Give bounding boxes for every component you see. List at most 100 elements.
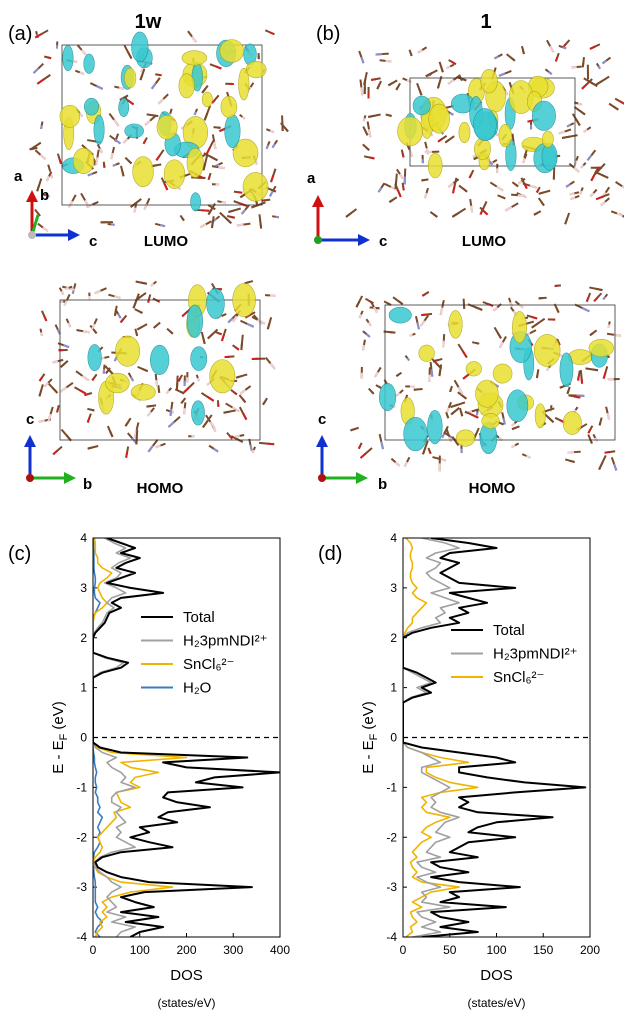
- bond: [43, 382, 49, 388]
- bond: [236, 438, 244, 443]
- bond: [139, 74, 144, 81]
- bond: [165, 389, 170, 395]
- bond: [602, 372, 607, 379]
- structure-image: [29, 29, 289, 232]
- orbital-lobe: [72, 147, 95, 174]
- unit-cell: [384, 304, 616, 441]
- y-tick-label: 2: [390, 631, 397, 645]
- bond: [114, 295, 121, 299]
- bond: [114, 138, 121, 145]
- bond: [397, 299, 404, 306]
- bond: [514, 183, 519, 188]
- axis-label: c: [89, 233, 97, 250]
- bond: [598, 462, 604, 471]
- bond: [579, 109, 586, 116]
- bond: [509, 301, 513, 307]
- bond: [389, 331, 396, 334]
- bond: [531, 316, 538, 320]
- y-tick-label: -4: [76, 930, 87, 944]
- dos-line: [403, 538, 460, 937]
- bond: [150, 282, 155, 287]
- bond: [47, 413, 52, 422]
- y-label-main: E - E: [50, 740, 67, 773]
- bond: [359, 452, 367, 459]
- y-label-unit: (eV): [360, 701, 377, 729]
- bond: [561, 135, 571, 139]
- bond: [144, 119, 151, 126]
- bond: [127, 159, 133, 165]
- orbital-lobe: [541, 142, 558, 171]
- bond: [422, 447, 427, 455]
- orbital-lobe: [219, 39, 245, 63]
- orbital-lobe: [156, 114, 178, 140]
- bond: [207, 333, 214, 340]
- x-tick-label: 150: [533, 943, 553, 957]
- bond: [109, 431, 114, 438]
- orbital-lobe: [186, 147, 204, 178]
- bond: [36, 212, 41, 217]
- orbital-lobe: [474, 137, 491, 160]
- bond: [235, 434, 240, 438]
- orbital-lobe: [388, 306, 412, 324]
- bond: [80, 49, 87, 56]
- structure-image: [345, 39, 624, 225]
- arrowhead: [316, 435, 328, 447]
- bond: [395, 373, 400, 377]
- bond: [555, 307, 560, 313]
- bond: [619, 100, 624, 105]
- bond: [206, 381, 212, 386]
- bond: [368, 114, 375, 118]
- structure-image: [350, 284, 621, 472]
- bond: [525, 455, 531, 459]
- bond: [36, 78, 45, 85]
- bond: [67, 322, 72, 328]
- bond: [228, 209, 235, 214]
- bond: [388, 198, 394, 203]
- bond: [127, 51, 133, 59]
- orbital-lobe: [481, 413, 500, 429]
- orbital-lobe: [559, 352, 574, 388]
- unit-cell: [61, 44, 263, 206]
- orbital-lobe: [224, 114, 241, 148]
- bond: [228, 435, 233, 440]
- bond: [621, 185, 624, 189]
- dos-chart: (d) -4 -3 -2 -1 0 1 2 3 4 0 50 100 150 200 Total H₂3pmND…: [318, 531, 600, 1010]
- orbital-lobe: [245, 60, 267, 79]
- bond: [265, 144, 269, 150]
- bond: [377, 187, 383, 193]
- bond: [549, 45, 555, 53]
- bond: [581, 307, 590, 313]
- y-tick-label: 3: [390, 581, 397, 595]
- axis-gizmos: [24, 190, 370, 484]
- bond: [493, 55, 499, 60]
- bond: [60, 363, 65, 368]
- bond: [269, 129, 275, 134]
- bond: [215, 163, 220, 167]
- bond: [401, 153, 405, 158]
- bond: [606, 412, 611, 420]
- bond: [63, 299, 68, 306]
- unit-cell: [59, 299, 261, 441]
- orbital-lobe: [118, 97, 130, 117]
- orbital-lobe: [209, 359, 236, 394]
- bond: [581, 83, 588, 90]
- orbital-lobe: [378, 383, 397, 411]
- bond: [283, 126, 289, 133]
- bond: [517, 180, 523, 185]
- dos-line: [93, 538, 280, 937]
- bond: [60, 290, 65, 296]
- bond: [573, 167, 580, 173]
- x-axis-unit: (states/eV): [467, 996, 525, 1010]
- bond: [177, 377, 182, 382]
- bond: [577, 375, 580, 381]
- bond: [40, 332, 43, 337]
- y-tick-label: -1: [76, 780, 87, 794]
- bond: [32, 67, 40, 74]
- bond: [589, 81, 598, 88]
- bond: [63, 344, 70, 349]
- bond: [40, 125, 43, 130]
- bond: [207, 396, 215, 402]
- orbital-lobe: [124, 67, 137, 89]
- bond: [602, 296, 607, 301]
- orbital-lobe: [62, 45, 74, 72]
